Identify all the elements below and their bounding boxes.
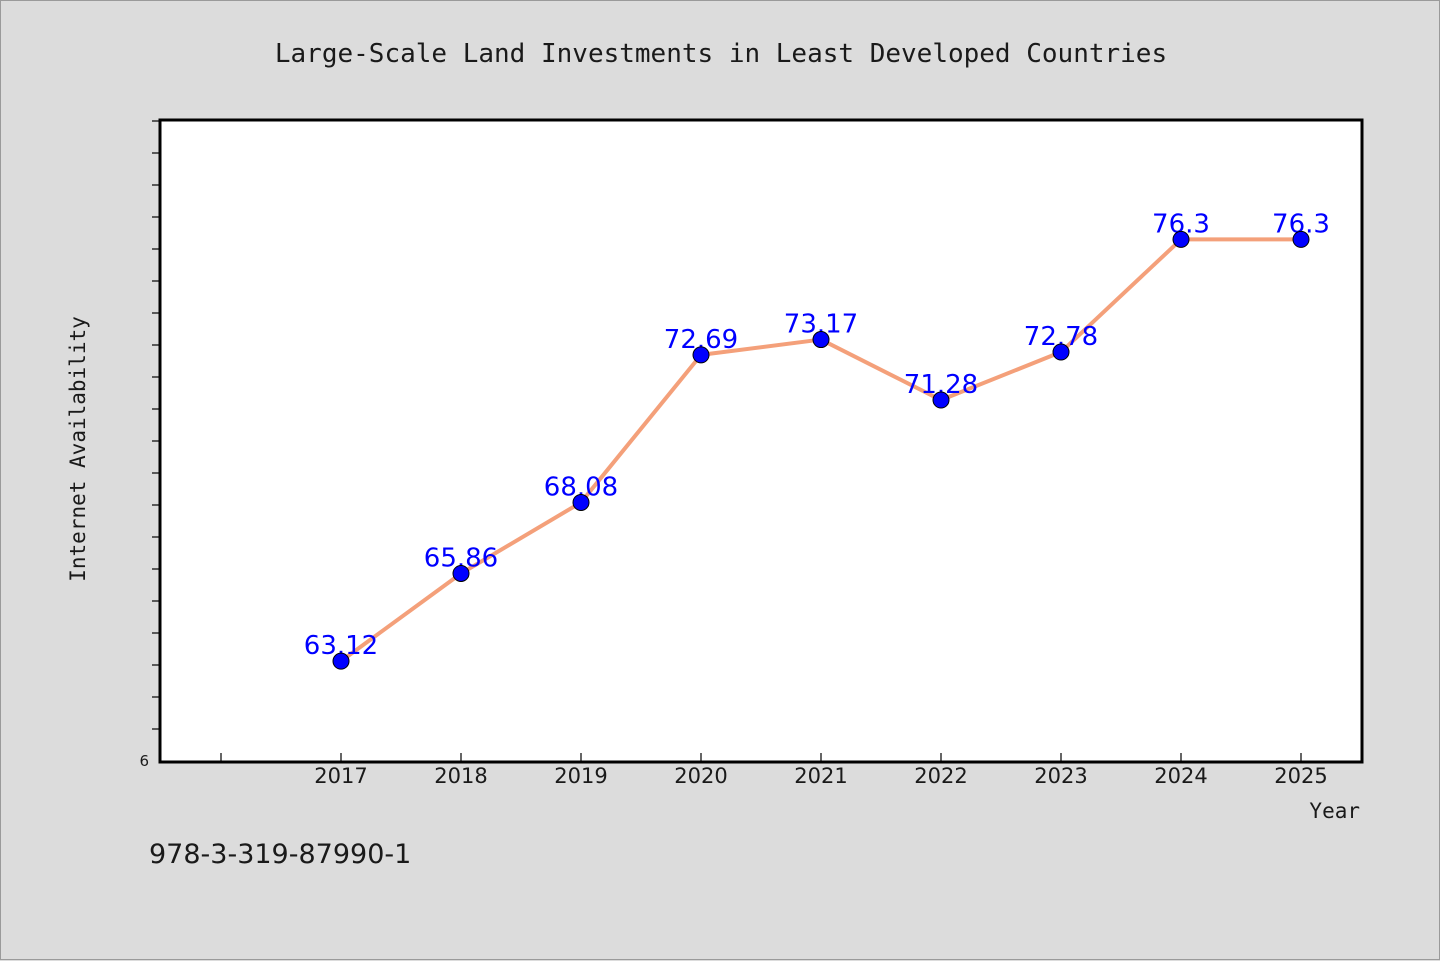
data-point (332, 652, 350, 670)
x-tick-label: 2018 (434, 764, 487, 788)
x-axis-ticks: 2017 2018 2019 2020 2021 2022 2023 2024 2025 (220, 753, 1328, 788)
y-axis-ticks: 6 (139, 120, 161, 770)
chart-title: Large-Scale Land Investments in Least De… (275, 39, 1167, 69)
plot-area (158, 118, 1364, 764)
y-axis-label: Internet Availability (66, 316, 90, 582)
x-tick-label: 2022 (914, 764, 967, 788)
data-point (812, 331, 830, 349)
x-tick-label: 2017 (314, 764, 367, 788)
footer-code: 978-3-319-87990-1 (149, 839, 411, 870)
data-point (572, 493, 590, 511)
x-tick-label: 2019 (554, 764, 607, 788)
data-point (1172, 230, 1190, 248)
data-point (452, 564, 470, 582)
data-point (1052, 343, 1070, 361)
x-tick-label: 2023 (1034, 764, 1087, 788)
data-point (1292, 230, 1310, 248)
data-point (932, 391, 950, 409)
data-point (692, 346, 710, 364)
x-tick-label: 2021 (794, 764, 847, 788)
x-tick-label: 2020 (674, 764, 727, 788)
x-axis-label: Year (1309, 799, 1360, 823)
y-tick-label: 6 (139, 752, 149, 770)
x-tick-label: 2024 (1154, 764, 1207, 788)
x-tick-label: 2025 (1274, 764, 1327, 788)
